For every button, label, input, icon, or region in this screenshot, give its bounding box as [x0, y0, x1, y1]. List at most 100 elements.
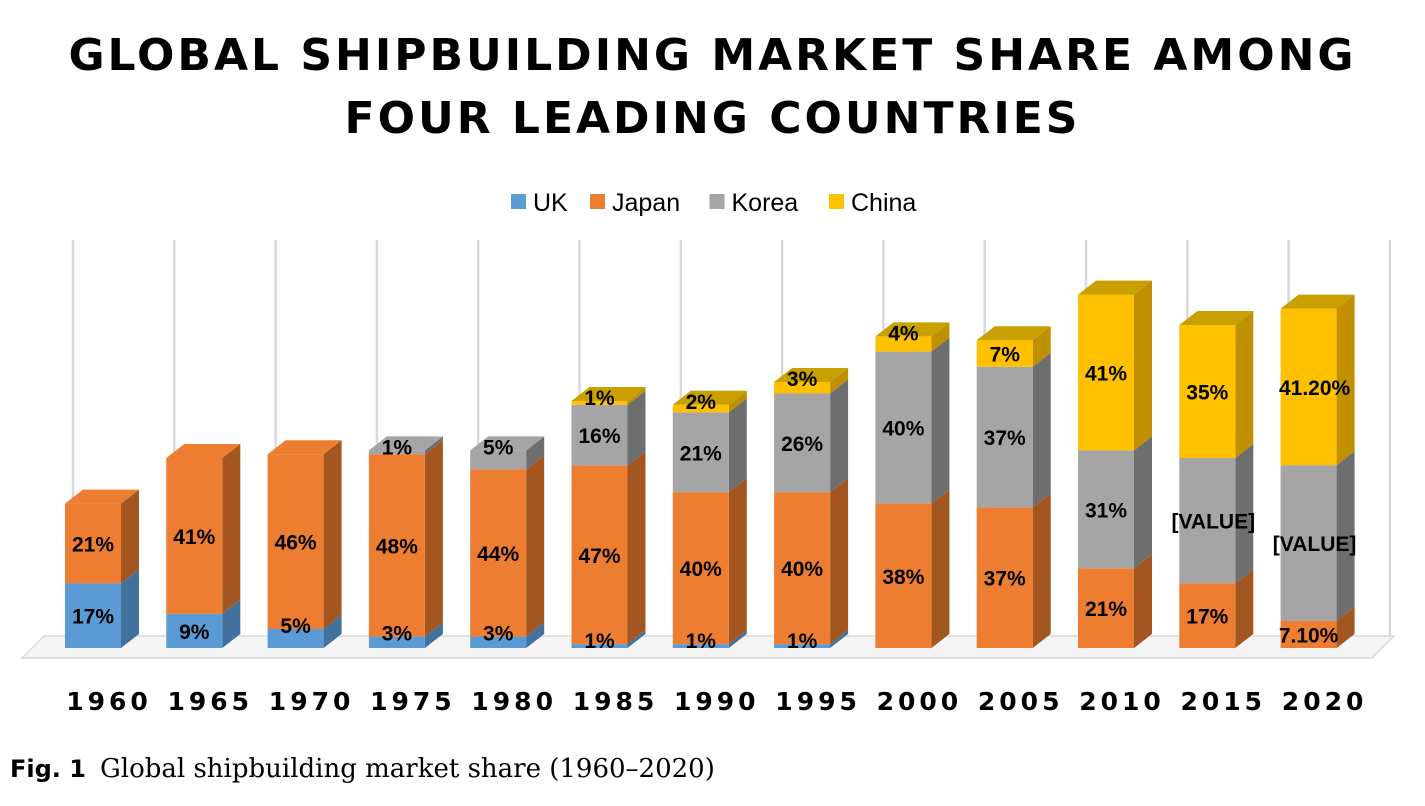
data-label-korea-2010: 31% [1085, 499, 1127, 522]
x-tick-label-1990: 1990 [674, 687, 760, 716]
legend-swatch-korea [709, 194, 725, 209]
bar-segment-china-1985 [571, 401, 628, 405]
bar-segment-uk-1975-side [424, 622, 443, 648]
bar-segment-japan-2020 [1280, 621, 1337, 648]
bar-segment-korea-2000 [875, 351, 932, 504]
bar-segment-china-2020-side [1336, 294, 1355, 466]
data-label-korea-2000: 40% [882, 418, 924, 441]
bar-2015 [1179, 311, 1254, 648]
bar-segment-japan-2000-side [931, 489, 950, 648]
data-label-korea-1980: 5% [483, 436, 514, 459]
bar-1985 [571, 387, 646, 648]
bar-segment-uk-1970 [267, 629, 324, 648]
bar-segment-korea-2005 [976, 366, 1033, 508]
data-label-japan-2020: 7.10% [1279, 625, 1339, 648]
data-label-korea-1995: 26% [781, 433, 823, 456]
bar-segment-japan-1960-top [65, 489, 139, 504]
data-label-china-1995: 3% [787, 368, 818, 391]
bar-segment-japan-2005 [976, 507, 1033, 648]
bar-segment-china-2020-top [1280, 294, 1355, 309]
data-label-china-2020: 41.20% [1279, 377, 1351, 400]
bar-segment-uk-1975 [368, 636, 425, 648]
bar-segment-china-1985-top [571, 387, 646, 401]
x-tick-label-2010: 2010 [1079, 687, 1165, 716]
bar-segment-china-2005 [976, 340, 1033, 367]
bar-1975 [368, 436, 443, 648]
bar-segment-japan-1965-top [166, 444, 241, 458]
bar-segment-uk-1970-side [323, 615, 342, 648]
data-labels: 17% 21% 9% 41% 5% 46% 3% 48% 1% 3% 44% 5% 1% 47% 16% 1%… [72, 322, 1356, 653]
bar-segment-china-1990-side [728, 390, 747, 413]
bar-segment-china-2015-top [1179, 311, 1254, 325]
chart-title-line-1: GLOBAL SHIPBUILDING MARKET SHARE AMONG [68, 30, 1357, 81]
x-tick-label-1975: 1975 [370, 687, 456, 716]
bar-segment-japan-2005-side [1032, 493, 1051, 648]
data-label-china-2010: 41% [1085, 363, 1127, 386]
bar-segment-uk-1990-side [728, 630, 747, 648]
bar-segment-uk-1960-side [121, 569, 139, 648]
bar-segment-korea-2010 [1078, 450, 1134, 569]
x-tick-label-2005: 2005 [978, 687, 1064, 716]
bar-segment-korea-1990 [672, 412, 729, 493]
bar-segment-japan-1960-side [121, 489, 139, 584]
bar-segment-korea-2015 [1179, 458, 1236, 584]
bar-segment-uk-1985 [571, 644, 628, 648]
bar-segment-japan-2010 [1078, 568, 1134, 648]
bar-segment-korea-1975-side [424, 436, 443, 455]
data-label-uk-1965: 9% [179, 621, 210, 644]
bar-segment-japan-1990 [672, 492, 729, 645]
data-label-japan-1960: 21% [72, 534, 114, 557]
bar-segment-korea-1980-side [526, 436, 545, 470]
bar-segment-china-1995-top [774, 368, 849, 382]
bar-segment-china-2000-side [931, 322, 950, 352]
data-label-japan-2000: 38% [882, 566, 924, 589]
bars [65, 280, 1355, 648]
data-label-japan-1990: 40% [680, 558, 722, 581]
bar-segment-japan-1970-side [323, 440, 342, 629]
bar-segment-japan-2015-side [1235, 569, 1254, 648]
bar-segment-korea-2010-side [1134, 436, 1152, 569]
data-label-korea-2020: [VALUE] [1273, 533, 1357, 556]
bar-segment-china-2020 [1280, 308, 1337, 466]
bar-segment-japan-1995-side [830, 478, 849, 645]
bar-segment-japan-1970 [267, 454, 324, 629]
x-tick-label-2000: 2000 [877, 687, 963, 716]
bar-2005 [976, 326, 1051, 648]
x-tick-label-1970: 1970 [269, 687, 355, 716]
data-label-china-2005: 7% [990, 344, 1021, 367]
data-label-japan-1995: 40% [781, 558, 823, 581]
bar-segment-korea-1975 [368, 450, 425, 455]
bar-segment-korea-2020-side [1336, 451, 1355, 622]
bar-segment-japan-1985-side [627, 451, 646, 645]
bar-1965 [166, 444, 241, 648]
bar-segment-uk-1995 [774, 644, 831, 648]
x-axis-tick-labels: 1960 1965 1970 1975 1980 1985 1990 1995 2000 2005… [66, 687, 1368, 716]
legend-label-china: China [851, 189, 916, 217]
bar-segment-korea-2020 [1280, 465, 1337, 622]
bar-segment-korea-1995-side [830, 379, 849, 493]
figure-label: Fig. 1 [10, 755, 86, 783]
bar-segment-uk-1980-side [526, 622, 545, 648]
data-label-uk-1975: 3% [382, 623, 413, 646]
bar-segment-china-2010 [1078, 294, 1134, 451]
x-tick-label-1980: 1980 [471, 687, 557, 716]
bar-segment-china-1990-top [672, 390, 747, 405]
bar-1995 [774, 368, 849, 648]
bar-segment-uk-1990 [672, 644, 729, 648]
legend-label-japan: Japan [612, 189, 680, 217]
bar-segment-korea-1980-top [470, 436, 545, 451]
data-label-china-2015: 35% [1186, 382, 1228, 405]
bar-segment-korea-2005-side [1032, 352, 1051, 508]
bar-2020 [1280, 294, 1355, 648]
bar-segment-china-2000-top [875, 322, 950, 337]
bar-segment-japan-1970-top [267, 440, 342, 455]
data-label-korea-2005: 37% [984, 427, 1026, 450]
x-tick-label-2020: 2020 [1282, 687, 1368, 716]
bar-segment-japan-1990-side [728, 478, 747, 645]
data-label-korea-1985: 16% [578, 425, 620, 448]
data-label-japan-1970: 46% [275, 532, 317, 555]
bar-segment-japan-1965-side [222, 444, 241, 614]
data-label-japan-2015: 17% [1186, 606, 1228, 629]
bar-segment-china-2015 [1179, 325, 1236, 458]
